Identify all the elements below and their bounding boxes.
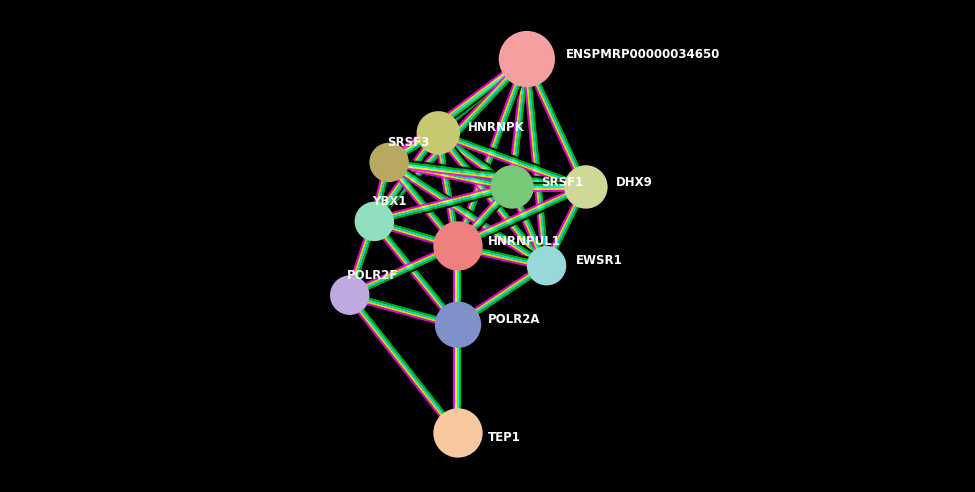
Circle shape — [426, 121, 450, 145]
Circle shape — [435, 222, 482, 270]
Text: ENSPMRP00000034650: ENSPMRP00000034650 — [566, 48, 721, 61]
Circle shape — [573, 175, 599, 199]
Circle shape — [511, 43, 543, 75]
Circle shape — [500, 175, 525, 199]
Text: POLR2F: POLR2F — [347, 269, 399, 282]
Circle shape — [444, 419, 472, 447]
Text: HNRNPK: HNRNPK — [468, 122, 525, 134]
Text: TEP1: TEP1 — [488, 431, 521, 444]
Circle shape — [436, 303, 480, 347]
Circle shape — [566, 166, 606, 208]
Circle shape — [417, 112, 459, 154]
Circle shape — [444, 232, 472, 260]
Text: YBX1: YBX1 — [371, 195, 407, 208]
Text: SRSF1: SRSF1 — [542, 176, 584, 188]
Circle shape — [491, 166, 532, 208]
Circle shape — [535, 254, 558, 277]
Circle shape — [356, 203, 393, 240]
Circle shape — [445, 311, 471, 338]
Circle shape — [370, 144, 408, 181]
Circle shape — [338, 284, 361, 307]
Text: EWSR1: EWSR1 — [576, 254, 623, 267]
Text: SRSF3: SRSF3 — [387, 136, 429, 149]
Text: DHX9: DHX9 — [615, 176, 652, 188]
Circle shape — [363, 210, 385, 233]
Circle shape — [332, 277, 369, 314]
Circle shape — [500, 32, 554, 86]
Circle shape — [378, 151, 401, 174]
Circle shape — [435, 409, 482, 457]
Circle shape — [527, 247, 566, 284]
Text: HNRNPUL1: HNRNPUL1 — [488, 235, 561, 247]
Text: POLR2A: POLR2A — [488, 313, 540, 326]
